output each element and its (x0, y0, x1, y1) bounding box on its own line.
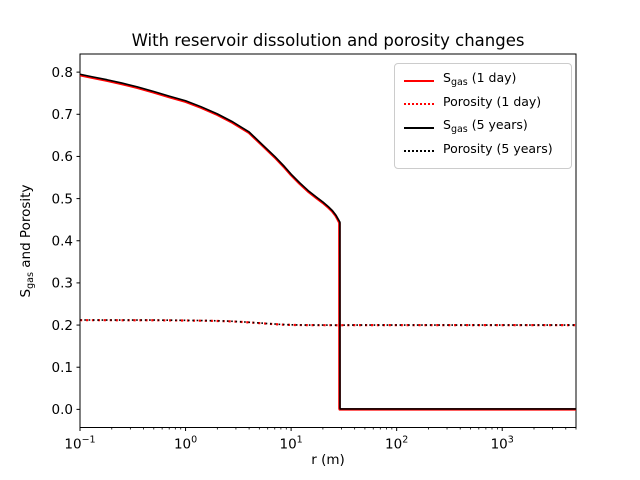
y-tick-label: 0.4 (52, 233, 73, 249)
x-tick-label: 103 (491, 435, 514, 453)
legend-label: Porosity (1 day) (443, 93, 542, 109)
x-axis-label: r (m) (311, 452, 345, 468)
legend: Sgas (1 day) Porosity (1 day) Sgas (5 ye… (394, 63, 572, 169)
legend-label: Sgas (5 years) (443, 117, 528, 136)
legend-entry: Sgas (5 years) (402, 118, 563, 137)
y-tick-label: 0.0 (52, 402, 73, 418)
y-axis-label-pre: S (18, 288, 34, 298)
y-tick-label: 0.2 (52, 318, 73, 334)
y-tick-label: 0.6 (52, 149, 73, 165)
y-tick-label: 0.3 (52, 276, 73, 292)
y-tick-label: 0.5 (52, 191, 73, 207)
series-porosity-5-years- (79, 319, 576, 326)
legend-entry: Porosity (5 years) (402, 140, 563, 161)
legend-line-swatch-dotted-black (404, 150, 434, 153)
legend-label: Porosity (5 years) (443, 140, 553, 156)
x-tick-label: 102 (385, 435, 408, 453)
legend-line-swatch-solid-black (404, 126, 434, 129)
y-axis-label: Sgas and Porosity (18, 185, 36, 298)
x-tick-label: 10−1 (64, 435, 95, 453)
legend-line-swatch-solid-red (404, 79, 434, 82)
legend-entry: Sgas (1 day) (402, 71, 563, 90)
series-porosity-1-day- (79, 319, 576, 327)
y-tick-label: 0.8 (52, 65, 73, 81)
y-tick-label: 0.1 (52, 360, 73, 376)
legend-line-swatch-dotted-red (404, 103, 434, 106)
x-tick-label: 101 (279, 435, 302, 453)
y-axis-label-post: and Porosity (18, 184, 34, 273)
y-axis-label-sub: gas (25, 272, 36, 289)
series-sgas-5-years- (79, 73, 576, 410)
legend-label: Sgas (1 day) (443, 70, 517, 89)
legend-entry: Porosity (1 day) (402, 93, 563, 114)
y-tick-label: 0.7 (52, 107, 73, 123)
x-tick-label: 100 (174, 435, 197, 453)
chart-title: With reservoir dissolution and porosity … (131, 31, 525, 50)
